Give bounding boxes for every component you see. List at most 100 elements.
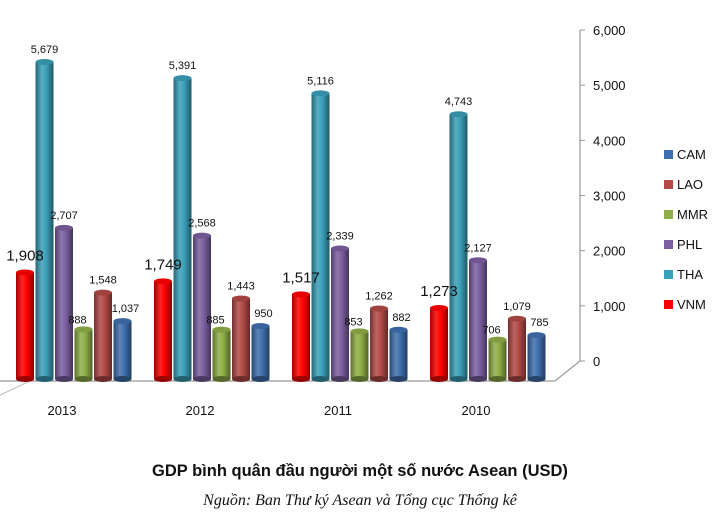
data-label: 1,908: [6, 247, 44, 264]
bar-base: [389, 376, 408, 382]
y-tick-label: 5,000: [593, 78, 626, 93]
bar-base: [469, 376, 487, 382]
bar-top: [449, 111, 468, 118]
bar-vnm-2011: [292, 291, 310, 382]
bar-base: [55, 376, 73, 382]
data-label: 1,262: [365, 291, 393, 303]
y-tick-label: 0: [593, 354, 600, 369]
data-label: 1,517: [282, 269, 320, 286]
bar-vnm-2013: [16, 269, 34, 382]
legend-label: VNM: [677, 297, 706, 312]
bar-mmr-2012: [212, 326, 231, 382]
bar-vnm-2010: [430, 304, 448, 382]
bar-base: [430, 376, 448, 382]
bar-top: [331, 245, 349, 252]
bar-base: [370, 376, 388, 382]
bar-body: [469, 260, 487, 379]
legend-item-vnm: VNM: [664, 297, 706, 312]
bars: [16, 59, 546, 382]
bar-body: [232, 298, 250, 379]
bar-top: [430, 304, 448, 311]
bar-body: [173, 78, 192, 379]
data-label: 1,079: [503, 301, 531, 313]
bar-body: [311, 93, 330, 379]
legend-item-cam: CAM: [664, 147, 706, 162]
legend-item-phl: PHL: [664, 237, 702, 252]
data-label: 1,273: [420, 283, 458, 300]
bar-body: [370, 308, 388, 379]
data-labels: 1,908 5,679 2,707 888 1,548 1,037 1,749 5,391 2,…: [6, 44, 548, 337]
floor-edge-left: [0, 380, 31, 396]
bar-top: [292, 291, 310, 298]
legend-swatch: [664, 150, 673, 159]
data-label: 785: [530, 317, 548, 329]
bar-top: [469, 257, 487, 264]
legend-swatch: [664, 300, 673, 309]
y-axis: 0 1,000 2,000 3,000 4,000 5,000 6,000: [579, 23, 626, 369]
legend: CAM LAO MMR PHL THA VNM: [664, 147, 708, 312]
bar-base: [527, 376, 546, 382]
legend-item-lao: LAO: [664, 177, 703, 192]
bar-top: [193, 232, 211, 239]
data-label: 2,568: [188, 218, 216, 230]
data-label: 1,749: [144, 256, 182, 273]
bar-body: [251, 325, 270, 379]
y-tick-label: 3,000: [593, 189, 626, 204]
bar-base: [35, 376, 54, 382]
bar-body: [350, 331, 369, 379]
bar-top: [370, 305, 388, 312]
bar-top: [508, 315, 526, 322]
bar-top: [74, 326, 93, 333]
bar-base: [488, 376, 507, 382]
bar-body: [94, 292, 112, 379]
bar-lao-2012: [232, 295, 250, 382]
y-tick-label: 1,000: [593, 299, 626, 314]
legend-swatch: [664, 270, 673, 279]
x-tick-label: 2013: [48, 403, 77, 418]
bar-base: [74, 376, 93, 382]
bar-cam-2012: [251, 322, 270, 382]
bar-tha-2010: [449, 111, 468, 382]
legend-item-mmr: MMR: [664, 207, 708, 222]
chart-title: GDP bình quân đầu người một số nước Asea…: [152, 462, 568, 480]
bar-base: [449, 376, 468, 382]
bar-phl-2011: [331, 245, 349, 382]
bar-top: [16, 269, 34, 276]
bar-base: [212, 376, 231, 382]
bar-top: [35, 59, 54, 65]
bar-tha-2013: [35, 59, 54, 382]
bar-base: [113, 376, 132, 382]
data-label: 2,339: [326, 230, 354, 242]
bar-top: [113, 318, 132, 325]
bar-body: [113, 321, 132, 379]
legend-label: PHL: [677, 237, 702, 252]
bar-top: [94, 289, 112, 296]
data-label: 853: [344, 316, 362, 328]
legend-label: LAO: [677, 177, 703, 192]
bar-base: [292, 376, 310, 382]
bar-base: [173, 376, 192, 382]
bar-vnm-2012: [154, 278, 172, 382]
data-label: 888: [68, 314, 86, 326]
data-label: 882: [392, 312, 410, 324]
data-label: 2,707: [50, 210, 78, 222]
legend-swatch: [664, 210, 673, 219]
bar-body: [508, 318, 526, 379]
bar-top: [154, 278, 172, 285]
legend-label: THA: [677, 267, 703, 282]
bar-base: [16, 376, 34, 382]
bar-base: [331, 376, 349, 382]
legend-label: CAM: [677, 147, 706, 162]
x-tick-label: 2011: [324, 403, 352, 418]
y-tick-label: 2,000: [593, 244, 626, 259]
x-tick-label: 2012: [186, 403, 215, 418]
bar-base: [251, 376, 270, 382]
x-axis-labels: 2013 2012 2011 2010: [48, 403, 491, 418]
bar-tha-2012: [173, 75, 192, 382]
bar-body: [193, 235, 211, 379]
bar-mmr-2010: [488, 336, 507, 382]
bar-cam-2010: [527, 332, 546, 382]
bar-body: [74, 329, 93, 379]
data-label: 5,116: [307, 75, 334, 87]
chart-source: Nguồn: Ban Thư ký Asean và Tổng cục Thốn…: [203, 492, 517, 509]
